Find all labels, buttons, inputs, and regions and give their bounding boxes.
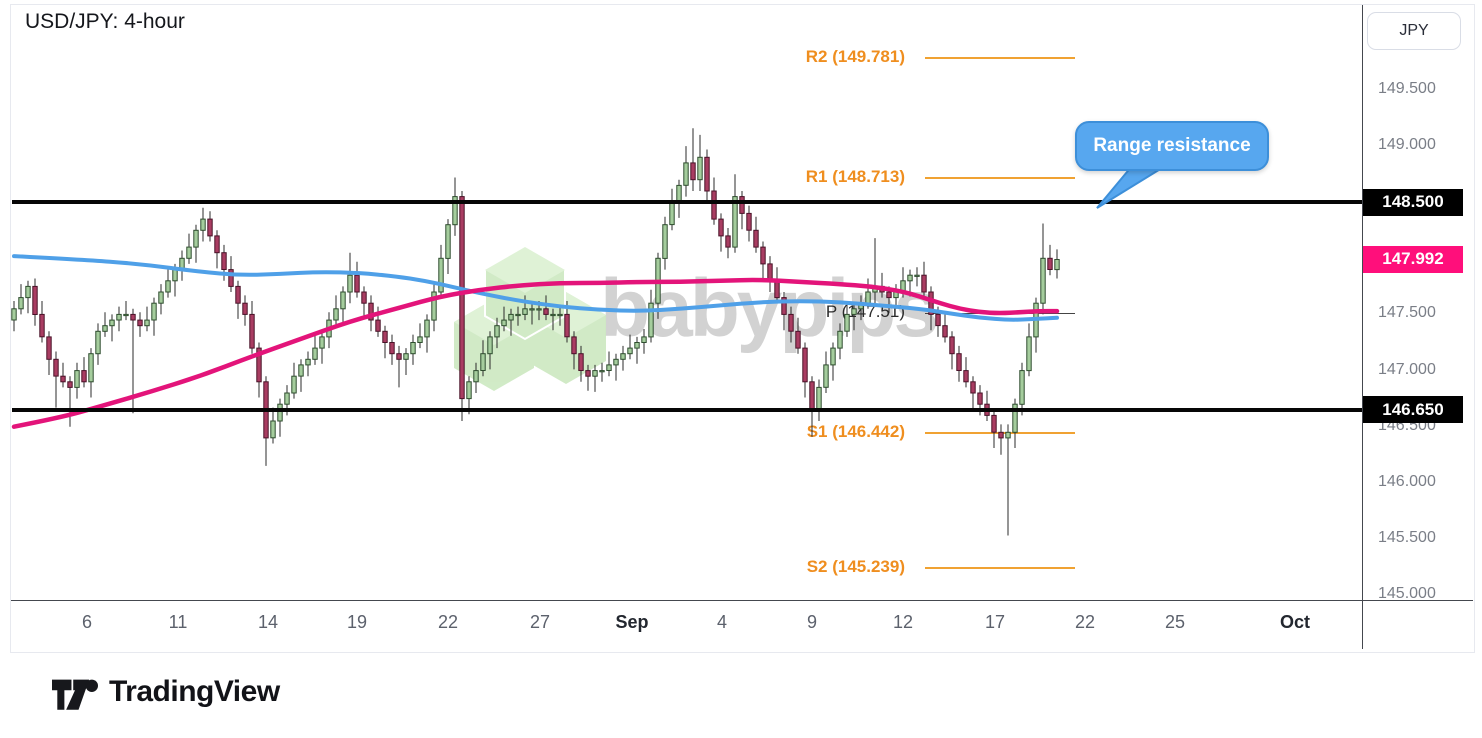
moving-averages-layer bbox=[11, 254, 1060, 429]
x-tick-label: 14 bbox=[257, 612, 279, 632]
x-tick-label: 4 bbox=[716, 612, 728, 632]
x-tick-label: 27 bbox=[529, 612, 551, 632]
pivot-label-r1: R1 (148.713) bbox=[805, 167, 905, 187]
level-price-badge: 148.500 bbox=[1363, 188, 1463, 216]
x-tick-label: Oct bbox=[1279, 612, 1311, 632]
x-tick-label: 19 bbox=[346, 612, 368, 632]
y-tick-label: 147.000 bbox=[1378, 360, 1436, 378]
x-tick-label: 11 bbox=[168, 612, 188, 632]
y-tick-label: 145.500 bbox=[1378, 528, 1436, 546]
y-tick-label: 149.500 bbox=[1378, 80, 1436, 97]
x-tick-label: Sep bbox=[615, 612, 649, 632]
current-price-badge: 147.992 bbox=[1363, 245, 1463, 273]
range-resistance-line bbox=[12, 200, 1362, 205]
x-tick-label: 17 bbox=[984, 612, 1006, 632]
ma-pink-line bbox=[11, 277, 1060, 429]
x-tick-label: 22 bbox=[437, 612, 459, 632]
tradingview-logo-icon bbox=[52, 679, 98, 710]
y-tick-label: 149.000 bbox=[1378, 136, 1436, 154]
currency-button[interactable]: JPY bbox=[1367, 12, 1461, 50]
level-price-badge: 146.650 bbox=[1363, 396, 1463, 424]
candles-layer bbox=[11, 128, 1060, 536]
x-tick-label: 9 bbox=[806, 612, 818, 632]
ma-blue-line bbox=[12, 254, 1059, 322]
y-tick-label: 146.000 bbox=[1378, 472, 1436, 490]
pivot-line-r2 bbox=[925, 57, 1075, 60]
x-tick-label: 12 bbox=[892, 612, 914, 632]
range-resistance-callout[interactable]: Range resistance bbox=[1075, 121, 1269, 171]
tradingview-logo[interactable]: TradingView bbox=[52, 672, 280, 712]
pivot-line-s2 bbox=[925, 567, 1075, 570]
price-axis[interactable] bbox=[1363, 5, 1473, 648]
x-tick-label: 6 bbox=[81, 612, 93, 632]
x-tick-label: 25 bbox=[1164, 612, 1186, 632]
time-axis[interactable] bbox=[11, 601, 1473, 648]
pivot-label-r2: R2 (149.781) bbox=[805, 47, 905, 67]
price-axis-divider bbox=[1362, 4, 1363, 649]
pivot-label-s2: S2 (145.239) bbox=[806, 557, 905, 577]
pivot-line-r1 bbox=[925, 177, 1075, 180]
range-support-line bbox=[12, 407, 1362, 412]
pivot-label-s1: S1 (146.442) bbox=[806, 422, 905, 442]
y-tick-label: 145.000 bbox=[1378, 584, 1436, 602]
tradingview-logo-text: TradingView bbox=[109, 675, 280, 708]
x-tick-label: 22 bbox=[1074, 612, 1096, 632]
y-tick-label: 147.500 bbox=[1378, 304, 1436, 322]
time-axis-divider bbox=[11, 600, 1473, 601]
chart-title: USD/JPY: 4-hour bbox=[25, 10, 185, 33]
